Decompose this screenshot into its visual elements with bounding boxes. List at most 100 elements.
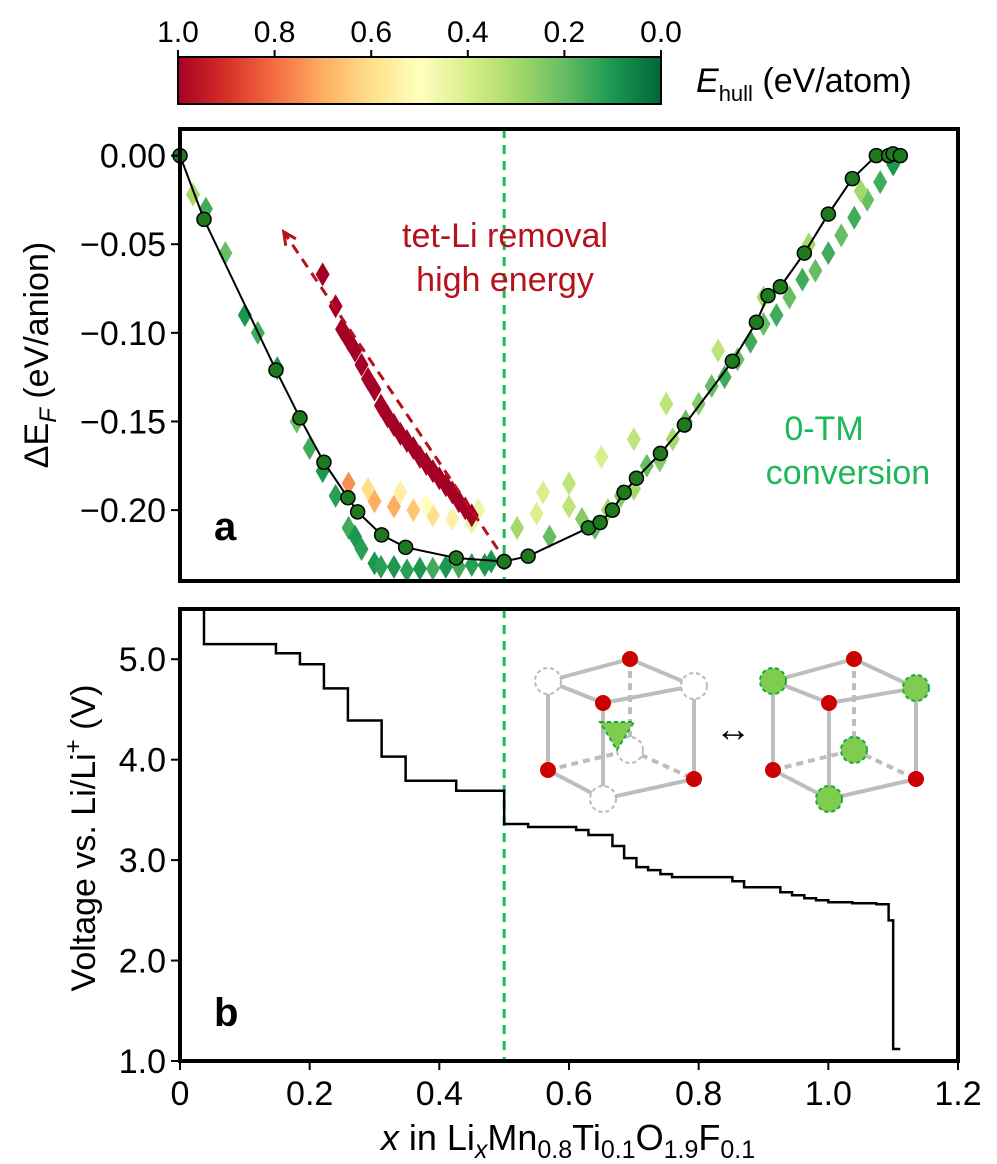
panel-b-ytick-label: 2.0 <box>119 943 166 981</box>
structure-point <box>445 506 460 531</box>
colorbar-tick-label: 0.2 <box>544 16 586 49</box>
hull-point <box>268 362 284 378</box>
colorbar-label-main: E <box>696 62 719 100</box>
panel-b-label: b <box>214 991 238 1035</box>
colorbar-tick-label: 0.4 <box>447 16 489 49</box>
structure-point <box>711 338 726 363</box>
colorbar-tick-label: 1.0 <box>157 16 199 49</box>
xlabel-mn: Mn <box>487 1117 537 1158</box>
tet-li-removal-point <box>354 352 369 377</box>
hull-point <box>844 170 861 187</box>
annotation-tet-li-line1: tet-Li removal <box>402 217 608 255</box>
hull-point <box>496 553 512 570</box>
xlabel-li-sub: x <box>474 1136 489 1164</box>
structure-point <box>717 365 732 390</box>
cube-left-edge <box>547 657 631 683</box>
cube-left-vacant-site <box>616 736 644 764</box>
hull-point <box>616 484 632 501</box>
panel-b-xtick-label: 1.0 <box>805 1075 852 1113</box>
panel-b-ytick-label: 5.0 <box>119 641 166 679</box>
inset-cubes: ↔ <box>534 651 930 813</box>
panel-a-marks <box>172 129 909 583</box>
hull-point <box>316 454 332 470</box>
xlabel-o-sub: 1.9 <box>664 1136 699 1164</box>
annotation-tet-li-line2: high energy <box>416 261 594 299</box>
panel-a: 0.00 −0.05 −0.10 −0.15 −0.20 a tet-Li remova… <box>18 127 960 583</box>
cube-right-octahedral-li <box>840 736 868 764</box>
hull-point <box>340 489 356 506</box>
structure-point <box>769 303 784 328</box>
annotation-tm-line1: 0-TM <box>784 410 863 448</box>
xlabel-f-sub: 0.1 <box>720 1136 755 1164</box>
cube-right-anion <box>821 695 837 711</box>
structure-point <box>386 554 401 579</box>
structure-point <box>386 494 401 519</box>
structure-point <box>873 170 888 195</box>
structure-point <box>425 556 440 581</box>
hull-point <box>724 353 741 369</box>
panel-b-xtick-label: 0.8 <box>675 1075 722 1113</box>
cube-left-hidden-edge <box>547 748 631 772</box>
hull-point <box>592 514 608 531</box>
hull-point <box>820 206 837 222</box>
structure-point <box>419 492 434 517</box>
tet-li-removal-point <box>315 262 330 287</box>
xlabel-f: F <box>698 1117 720 1158</box>
cube-right-edge <box>828 686 917 705</box>
cube-right-octahedral-li <box>815 785 843 813</box>
hull-point <box>397 539 414 556</box>
structure-point <box>562 494 576 519</box>
panel-b-ylabel-sup: + <box>60 739 87 753</box>
cube-right-anion <box>846 651 862 667</box>
structure-point <box>354 537 369 562</box>
panel-a-ytick-label: −0.05 <box>80 226 166 264</box>
panel-b-ylabel: Voltage vs. Li/Li+ (V) <box>60 685 103 992</box>
hull-point <box>772 279 789 295</box>
structure-point <box>536 480 551 505</box>
panel-a-ytick-label: −0.15 <box>80 403 166 441</box>
hull-point <box>448 550 464 566</box>
cube-left-edge <box>602 777 695 801</box>
hull-point <box>349 504 366 520</box>
structure-point <box>834 223 849 248</box>
panel-b: ↔ 1.02 <box>60 607 982 1164</box>
structure-point <box>361 476 376 501</box>
panel-b-ylabel-part2: (V) <box>65 685 103 740</box>
structure-point <box>399 558 414 583</box>
colorbar-tick-label: 0.0 <box>640 16 682 49</box>
cube-left-vacant-site <box>589 785 617 813</box>
panel-b-xlabel: x in LixMn0.8Ti0.1O1.9F0.1 <box>379 1117 755 1164</box>
cube-right-octahedral-li <box>902 674 930 702</box>
hull-point <box>652 445 669 462</box>
cube-right-octahedral-li <box>759 667 787 695</box>
panel-a-label: a <box>214 505 237 549</box>
cube-right-anion <box>908 771 924 787</box>
xlabel-var: x <box>379 1117 401 1158</box>
structure-point <box>594 444 609 469</box>
panel-b-xtick-label: 0.6 <box>545 1075 592 1113</box>
structure-point <box>393 480 408 505</box>
structure-point <box>562 471 576 496</box>
colorbar-ticks: 1.0 0.8 0.6 0.4 0.2 0.0 <box>157 16 682 57</box>
cube-left-anion <box>622 651 638 667</box>
panel-a-ytick-label: −0.10 <box>80 315 166 353</box>
annotation-tm-line2: conversion <box>766 454 930 492</box>
cube-left-anion <box>686 771 702 787</box>
panel-b-ytick-label: 4.0 <box>119 742 166 780</box>
panel-b-ytick-label: 1.0 <box>119 1043 166 1081</box>
cube-left-vacant-site <box>680 672 708 700</box>
cube-right-hidden-edge <box>772 748 855 772</box>
colorbar-bar <box>177 56 662 105</box>
colorbar-label-unit: (eV/atom) <box>753 62 912 100</box>
colorbar-label: Ehull (eV/atom) <box>696 62 912 106</box>
structure-point <box>847 205 862 230</box>
structure-point <box>659 391 674 416</box>
colorbar-tick-label: 0.6 <box>350 16 392 49</box>
panel-b-ylabel-part1: Voltage vs. Li/Li <box>65 753 103 991</box>
colorbar-tick-label: 0.8 <box>254 16 296 49</box>
panel-b-xtick-label: 0.4 <box>416 1075 463 1113</box>
voltage-profile-line <box>202 609 901 1051</box>
hull-point <box>760 287 776 304</box>
structure-point <box>853 179 868 204</box>
cube-left-vacant-site <box>534 667 562 695</box>
